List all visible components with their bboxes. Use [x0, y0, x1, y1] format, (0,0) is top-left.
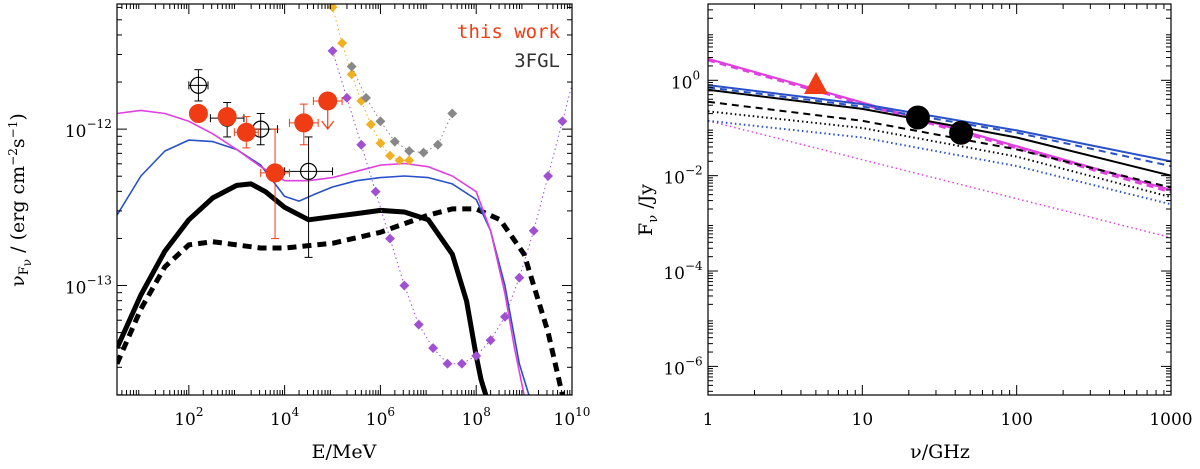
left-y-axis-label: νFν / (erg cm−2s−1): [6, 113, 34, 287]
left-sensitivity-orange-marker: [375, 138, 386, 149]
left-x-tick-label: 108: [462, 405, 491, 430]
left-sensitivity-purple-marker: [514, 272, 525, 283]
left-series-sensitivity-purple: [332, 50, 572, 365]
left-y-tick-label: 10: [65, 279, 87, 299]
right-point-red-triangle: [804, 72, 829, 95]
left-sensitivity-purple-marker: [586, 15, 596, 25]
left-y-tick-exponent: −12: [87, 117, 112, 131]
left-sensitivity-purple-marker: [385, 233, 395, 244]
right-series-blue-dotted: [708, 119, 1171, 206]
right-x-tick-label: 10: [852, 410, 874, 430]
left-x-tick-label: 106: [366, 405, 395, 430]
right-x-tick-label: 1000: [1149, 410, 1192, 430]
left-points-layer: [188, 69, 343, 258]
right-series-black-dashed: [708, 100, 1171, 189]
right-plot-frame: [707, 3, 1172, 396]
right-x-axis-label: ν/GHz: [910, 441, 970, 463]
left-series-sensitivity-orange: [332, 6, 410, 161]
left-series-model-blue: [117, 139, 530, 395]
left-sensitivity-gray-marker: [404, 146, 415, 156]
left-3fgl-point: [299, 162, 318, 180]
left-x-axis-label: E/MeV: [312, 441, 377, 463]
left-sensitivity-purple-marker: [485, 335, 496, 346]
right-series-blue-dashed: [708, 86, 1171, 168]
right-points-layer: [804, 72, 974, 145]
left-series-model-dashed-black: [117, 206, 565, 395]
left-series-model-magenta: [117, 109, 525, 395]
left-sensitivity-gray-marker: [389, 136, 400, 147]
left-series-layer: [117, 4, 596, 395]
left-this-work-point: [188, 103, 208, 123]
left-sensitivity-purple-marker: [327, 45, 338, 56]
left-sensitivity-purple-marker: [356, 139, 367, 150]
left-sensitivity-purple-marker: [399, 280, 410, 291]
left-series-model-solid-black: [117, 181, 489, 395]
left-x-tick-label: 1010: [554, 405, 591, 430]
left-sensitivity-purple-marker: [442, 358, 453, 369]
right-y-tick-exponent: −6: [685, 354, 703, 368]
right-series-magenta-solid: [708, 57, 1171, 192]
left-y-tick-exponent: −13: [87, 274, 112, 288]
right-x-tick-label: 1: [703, 410, 714, 430]
right-series-blue-solid: [708, 84, 1171, 163]
left-sensitivity-orange-marker: [394, 155, 405, 166]
right-y-tick-label: 10: [663, 169, 685, 189]
right-series-black-solid: [708, 88, 1171, 177]
left-x-tick-label: 102: [174, 405, 203, 430]
left-this-work-point: [217, 107, 237, 127]
left-legend-3fgl: 3FGL: [514, 50, 560, 72]
left-sensitivity-purple-marker: [528, 225, 539, 236]
right-point-black-dot-2: [949, 120, 974, 145]
left-sensitivity-purple-marker: [341, 92, 352, 103]
right-point-black-dot-1: [905, 105, 930, 130]
right-y-tick-exponent: 0: [693, 68, 701, 82]
right-y-tick-label: 10: [663, 264, 685, 284]
left-sensitivity-orange-marker: [404, 155, 415, 166]
right-y-tick-exponent: −2: [685, 164, 703, 178]
left-sensitivity-gray-marker: [447, 108, 458, 119]
left-plot-frame: [116, 3, 573, 396]
left-y-tick-label: 10: [65, 122, 87, 142]
left-sensitivity-purple-marker: [456, 358, 467, 369]
left-sensitivity-gray-marker: [418, 147, 429, 158]
right-series-magenta-dashed: [708, 59, 1171, 194]
left-this-work-point: [294, 113, 314, 133]
left-sensitivity-purple-marker: [413, 319, 424, 330]
left-sensitivity-purple-marker: [370, 186, 381, 197]
left-this-work-point: [318, 91, 338, 111]
left-sensitivity-purple-marker: [557, 116, 568, 127]
right-y-axis-label: Fν /Jy: [635, 184, 661, 236]
left-sensitivity-purple-marker: [428, 343, 439, 354]
left-sensitivity-purple-marker: [543, 171, 554, 181]
left-legend-this-work: this work: [457, 21, 561, 43]
right-series-layer: [708, 57, 1171, 239]
right-series-black-dotted: [708, 110, 1171, 199]
right-y-tick-label: 10: [663, 359, 685, 379]
right-series-magenta-dotted: [708, 120, 1171, 239]
right-x-tick-label: 100: [1000, 410, 1032, 430]
left-3fgl-point: [189, 76, 208, 94]
left-x-tick-label: 104: [270, 405, 300, 430]
left-sensitivity-orange-marker: [365, 119, 376, 130]
left-sensitivity-purple-marker: [499, 311, 510, 322]
left-sensitivity-purple-marker: [471, 350, 482, 361]
left-sensitivity-gray-marker: [432, 139, 443, 150]
left-sensitivity-purple-marker: [571, 61, 572, 72]
left-series-sensitivity-gray: [351, 66, 453, 154]
left-this-work-point: [236, 122, 256, 142]
left-this-work-point: [265, 163, 285, 183]
right-y-tick-exponent: −4: [685, 259, 703, 273]
left-sensitivity-gray-marker: [375, 116, 386, 127]
right-y-tick-label: 10: [671, 73, 693, 93]
left-sensitivity-gray-marker: [346, 61, 357, 72]
left-sensitivity-orange-marker: [385, 150, 395, 161]
left-sensitivity-orange-marker: [337, 38, 348, 49]
